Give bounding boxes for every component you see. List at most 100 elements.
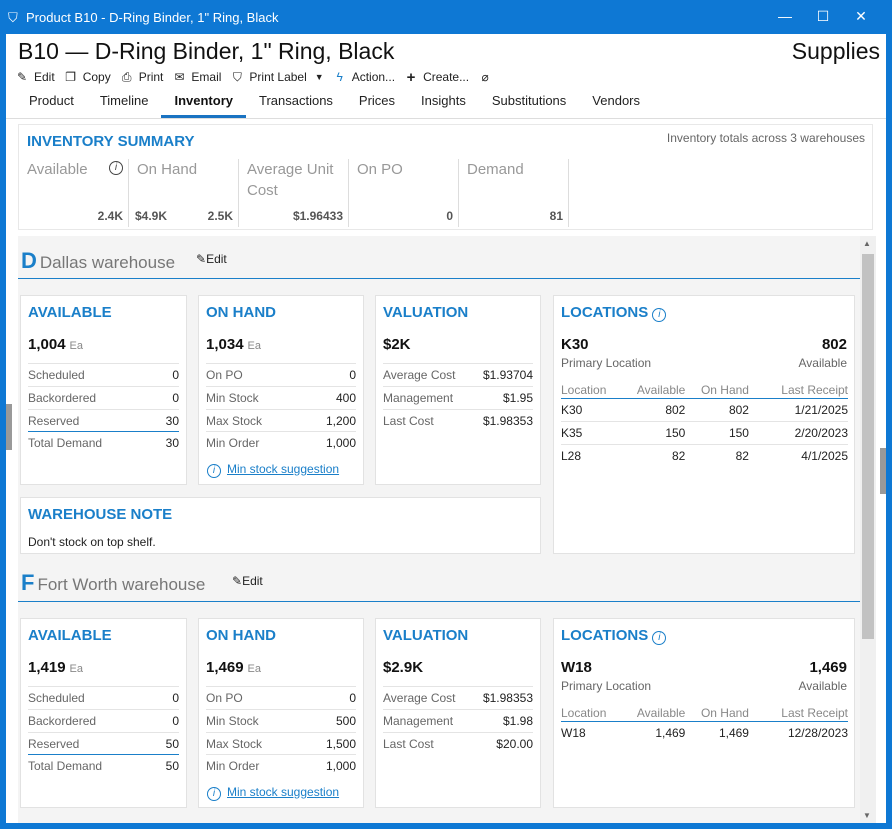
min-stock-suggestion-link[interactable]: i Min stock suggestion xyxy=(207,785,339,801)
left-panel-toggle[interactable] xyxy=(6,404,12,450)
minimize-button[interactable]: — xyxy=(778,8,792,24)
primary-location-label: Primary Location xyxy=(561,356,652,370)
scroll-down-icon[interactable]: ▼ xyxy=(863,811,871,820)
title-bar[interactable]: ⛉ Product B10 - D-Ring Binder, 1" Ring, … xyxy=(0,0,892,34)
table-row[interactable]: K35 150 150 2/20/2023 xyxy=(561,421,848,445)
print-label-label: Print Label xyxy=(249,70,307,84)
row-label: Total Demand xyxy=(28,759,103,773)
row-value: 30 xyxy=(165,414,179,428)
close-button[interactable]: ✕ xyxy=(855,8,867,24)
create-button[interactable]: + Create... xyxy=(405,69,469,86)
primary-available-label: Available xyxy=(798,356,847,370)
tab-bar: Product Timeline Inventory Transactions … xyxy=(16,90,653,118)
row-reserved: Reserved 30 xyxy=(28,409,179,431)
demand-label: Demand xyxy=(467,161,524,178)
maximize-button[interactable]: ☐ xyxy=(816,8,830,24)
row-label: Management xyxy=(383,391,454,405)
min-stock-suggestion-link[interactable]: i Min stock suggestion xyxy=(207,462,339,478)
vertical-scrollbar[interactable]: ▲ ▼ xyxy=(860,236,876,823)
plus-icon: + xyxy=(406,68,416,86)
scroll-up-icon[interactable]: ▲ xyxy=(863,239,871,248)
tab-divider xyxy=(6,118,886,119)
edit-button[interactable]: ✎ Edit xyxy=(16,70,55,84)
email-button[interactable]: ✉ Email xyxy=(173,70,221,84)
col-header[interactable]: Available xyxy=(621,705,686,722)
row-average-cost: Average Cost $1.93704 xyxy=(383,363,533,385)
row-last-cost: Last Cost $20.00 xyxy=(383,732,533,754)
tab-inventory[interactable]: Inventory xyxy=(161,90,246,118)
col-header[interactable]: On Hand xyxy=(685,382,749,399)
warehouse-edit-button[interactable]: ✎Edit xyxy=(196,252,227,266)
cell: 82 xyxy=(671,449,686,464)
row-onpo: On PO 0 xyxy=(206,363,356,385)
warehouse-divider xyxy=(18,601,860,602)
cell: 1,469 xyxy=(655,726,686,741)
tab-vendors[interactable]: Vendors xyxy=(592,93,640,108)
value: 1,419 xyxy=(28,659,66,676)
tab-product[interactable]: Product xyxy=(29,93,74,108)
warehouse-panel[interactable]: D Dallas warehouse ✎Edit AVAILABLE 1,004 E… xyxy=(18,236,860,823)
tag-icon: ⛉ xyxy=(8,10,18,25)
row-label: On PO xyxy=(206,691,243,705)
locations-title: LOCATIONS xyxy=(561,304,649,321)
warehouse-divider xyxy=(18,278,860,279)
row-label: Backordered xyxy=(28,391,97,405)
col-header[interactable]: On Hand xyxy=(685,705,749,722)
summary-available: Available i 2.4K xyxy=(19,159,129,227)
action-button[interactable]: ϟ Action... xyxy=(334,70,396,84)
cell: W18 xyxy=(561,726,586,741)
action-label: Action... xyxy=(351,70,396,84)
table-row[interactable]: L28 82 82 4/1/2025 xyxy=(561,445,848,468)
row-value: $1.98353 xyxy=(482,691,533,705)
info-icon[interactable]: i xyxy=(652,308,667,322)
print-label-button[interactable]: ⛉ Print Label ▼ xyxy=(231,70,324,85)
col-header[interactable]: Last Receipt xyxy=(748,382,848,399)
row-last-cost: Last Cost $1.98353 xyxy=(383,409,533,431)
col-header[interactable]: Last Receipt xyxy=(748,705,848,722)
row-value: 0 xyxy=(172,691,179,705)
row-label: Reserved xyxy=(28,414,80,428)
row-management: Management $1.95 xyxy=(383,386,533,408)
warehouse-note-text: Don't stock on top shelf. xyxy=(28,535,156,549)
row-value: 0 xyxy=(172,714,179,728)
onhand-label: On Hand xyxy=(137,161,198,178)
row-value: $1.93704 xyxy=(482,368,533,382)
row-label: Backordered xyxy=(28,714,97,728)
tab-prices[interactable]: Prices xyxy=(358,93,396,108)
attach-button[interactable]: ⌀ xyxy=(479,70,497,84)
create-label: Create... xyxy=(423,70,470,84)
print-button[interactable]: ⎙ Print xyxy=(121,70,164,85)
copy-button[interactable]: ❐ Copy xyxy=(65,70,110,84)
tab-insights[interactable]: Insights xyxy=(421,93,466,108)
envelope-icon: ✉ xyxy=(174,70,185,84)
onpo-value: 0 xyxy=(446,209,453,223)
row-label: Last Cost xyxy=(383,737,434,751)
col-header[interactable]: Location xyxy=(561,382,622,399)
valuation-card: VALUATION $2.9K Average Cost $1.98353 Man… xyxy=(375,618,541,808)
lightning-icon: ϟ xyxy=(336,70,343,84)
warehouse-edit-button[interactable]: ✎Edit xyxy=(232,574,263,588)
unit: Ea xyxy=(69,663,84,675)
row-label: Max Stock xyxy=(206,737,263,751)
info-icon[interactable]: i xyxy=(652,631,667,645)
value: 1,004 xyxy=(28,336,66,353)
tab-substitutions[interactable]: Substitutions xyxy=(491,93,567,108)
primary-location: W18 xyxy=(561,659,592,676)
onhand-value: 1,469 Ea xyxy=(206,659,261,676)
table-row[interactable]: K30 802 802 1/21/2025 xyxy=(561,398,848,422)
link-label: Min stock suggestion xyxy=(227,785,340,799)
scrollbar-thumb[interactable] xyxy=(862,254,874,639)
right-panel-toggle[interactable] xyxy=(880,448,886,494)
tab-timeline[interactable]: Timeline xyxy=(99,93,149,108)
onhand-card: ON HAND 1,469 Ea On PO 0 Min Stock 500 Max … xyxy=(198,618,364,808)
table-row[interactable]: W18 1,469 1,469 12/28/2023 xyxy=(561,722,848,745)
row-total-demand: Total Demand 50 xyxy=(28,754,179,776)
col-header[interactable]: Available xyxy=(621,382,686,399)
col-header[interactable]: Location xyxy=(561,705,622,722)
info-icon[interactable]: i xyxy=(109,161,123,175)
row-management: Management $1.98 xyxy=(383,709,533,731)
card-title: ON HAND xyxy=(206,627,276,644)
row-label: Average Cost xyxy=(383,368,456,382)
tab-transactions[interactable]: Transactions xyxy=(258,93,333,108)
row-label: Total Demand xyxy=(28,436,103,450)
